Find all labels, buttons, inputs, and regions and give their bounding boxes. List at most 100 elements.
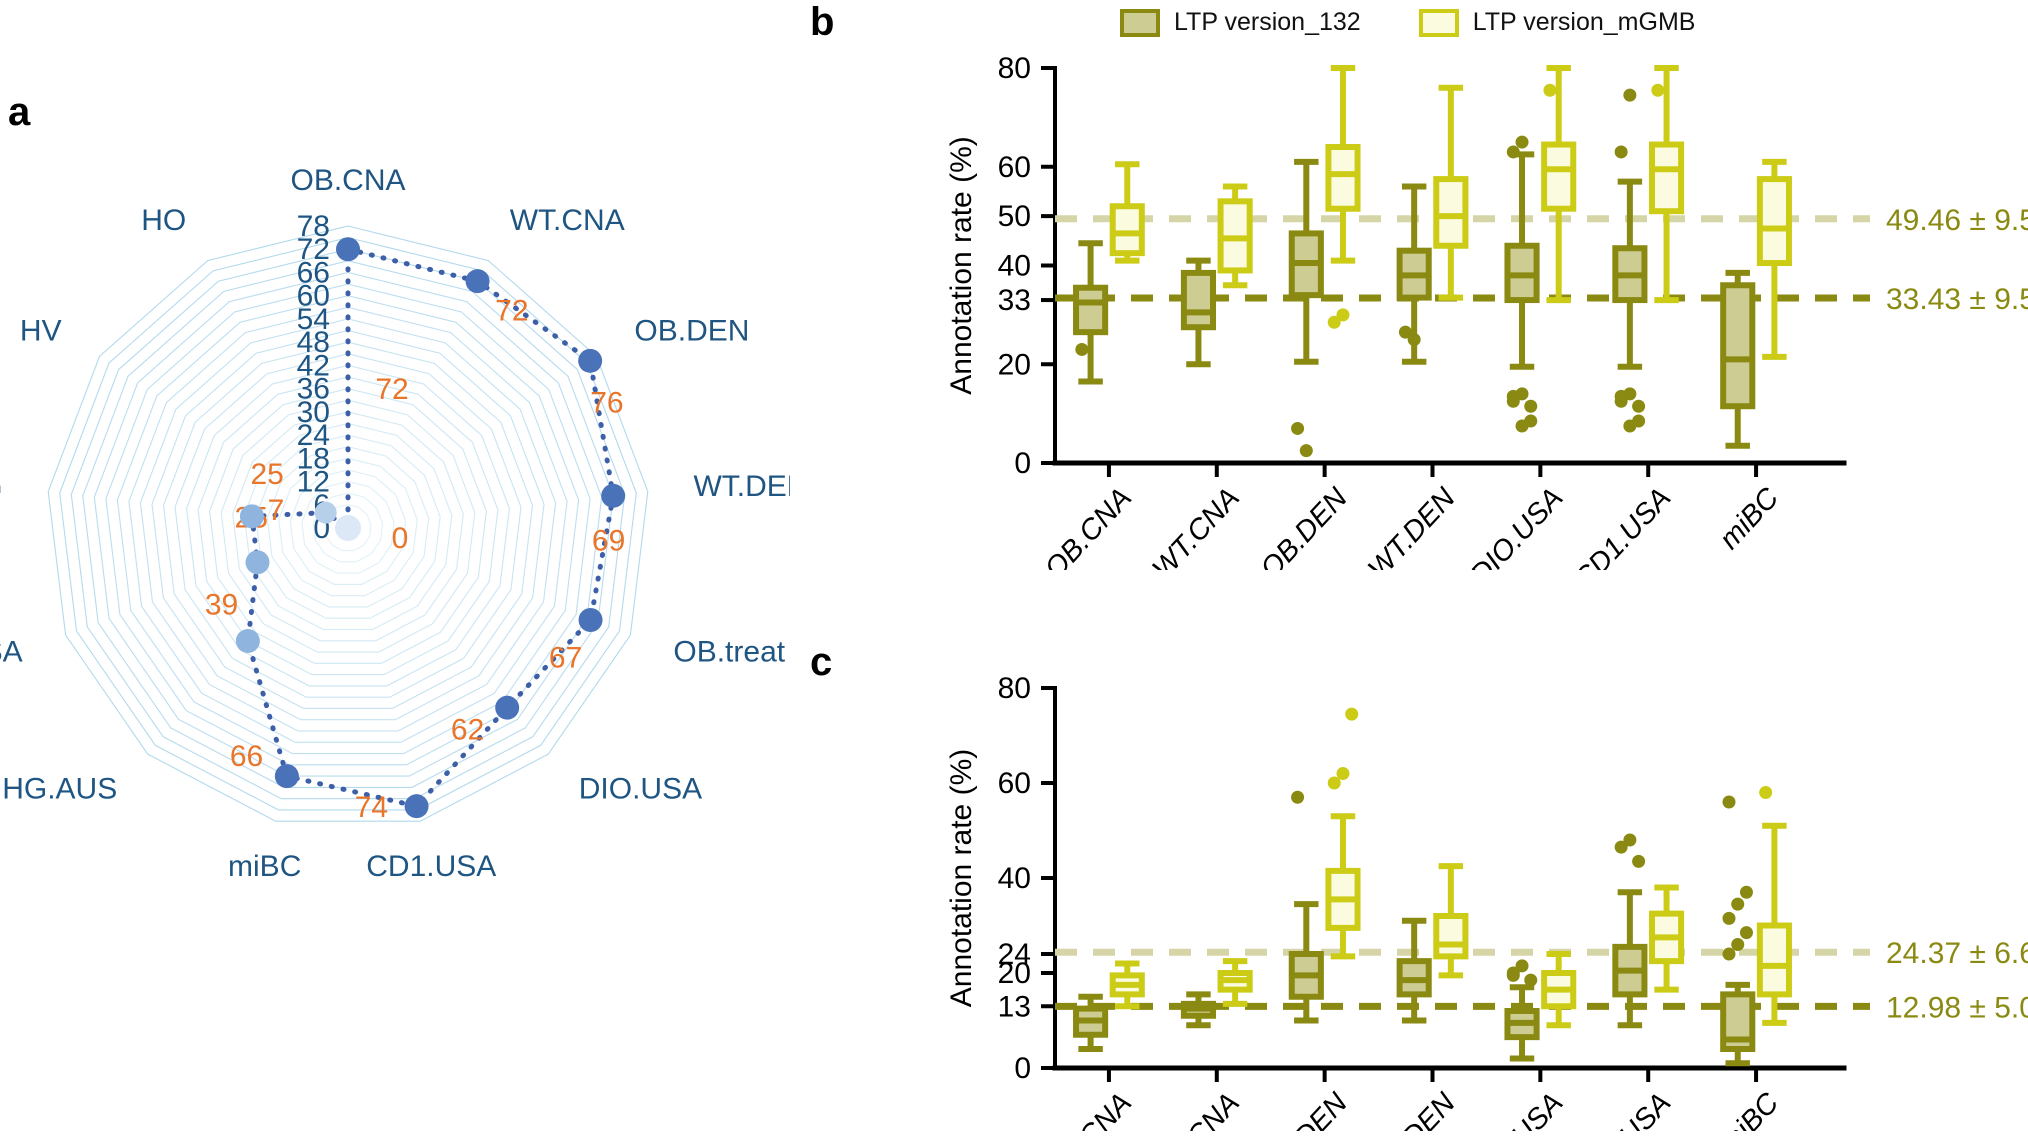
box-LTP-version-132-DIO.USA	[1504, 959, 1540, 1062]
radar-value-HO: 0	[392, 522, 409, 555]
box-LTP-version-mGMB-miBC	[1756, 786, 1792, 1026]
y-tick-60: 60	[998, 151, 1031, 184]
panel-letter-b: b	[810, 0, 835, 44]
panel-letter-c: c	[810, 640, 833, 684]
box-LTP-version-mGMB-miBC	[1756, 158, 1792, 360]
y-tick-60: 60	[998, 767, 1031, 800]
reference-annotation-0: 49.46 ± 9.54%	[1886, 204, 2028, 237]
radar-value-OB.DEN: 76	[590, 387, 623, 420]
y-tick-20: 20	[998, 348, 1031, 381]
legend-label-version-mgmb: LTP version_mGMB	[1472, 8, 1696, 36]
y-tick-40: 40	[998, 250, 1031, 283]
radar-axis-label-miBC: miBC	[228, 850, 301, 883]
legend: LTP version_132 LTP version_mGMB	[1120, 8, 1695, 37]
radar-tick-36: 36	[297, 373, 330, 406]
radar-axis-label-OB.CNA: OB.CNA	[290, 164, 405, 197]
y-tick-80: 80	[998, 672, 1031, 705]
box-LTP-version-mGMB-DIO.USA	[1541, 951, 1577, 1029]
radar-tick-66: 66	[297, 256, 330, 289]
radar-chart-panel: a 06121824303642485460667278OB.CNAWT.CNA…	[0, 0, 790, 1000]
x-tick-label-OB.CNA: OB.CNA	[1039, 482, 1138, 570]
box-LTP-version-mGMB-OB.DEN	[1325, 707, 1361, 960]
box-LTP-version-132-WT.DEN	[1396, 183, 1432, 365]
radar-value-MG: 25	[250, 458, 283, 491]
radar-axis-label-OB.DEN: OB.DEN	[634, 314, 749, 347]
reference-annotation-1: 33.43 ± 9.52%	[1886, 283, 2028, 316]
box-LTP-version-132-miBC	[1720, 795, 1756, 1067]
box-LTP-version-mGMB-OB.CNA	[1109, 161, 1145, 264]
box-LTP-version-mGMB-WT.DEN	[1433, 84, 1469, 301]
radar-point-OB.CNA	[336, 237, 360, 262]
radar-tick-78: 78	[297, 210, 330, 243]
radar-axis-label-WT.CNA: WT.CNA	[510, 204, 625, 237]
radar-tick-54: 54	[297, 303, 330, 336]
x-tick-label-WT.CNA: WT.CNA	[1146, 482, 1246, 570]
box-LTP-version-mGMB-DIO.USA	[1541, 65, 1577, 304]
x-tick-label-OB.CNA: OB.CNA	[1039, 1087, 1138, 1131]
x-tick-label-WT.DEN: WT.DEN	[1362, 482, 1462, 570]
radar-point-HG.AUS	[235, 629, 260, 654]
radar-tick-30: 30	[297, 396, 330, 429]
radar-tick-60: 60	[297, 280, 330, 313]
radar-point-WT.DEN	[601, 483, 626, 508]
radar-svg: 06121824303642485460667278OB.CNAWT.CNAOB…	[0, 164, 790, 883]
box-LTP-version-132-WT.DEN	[1396, 917, 1432, 1024]
x-tick-label-miBC: miBC	[1713, 481, 1785, 555]
box-LTP-version-mGMB-WT.CNA	[1217, 183, 1253, 289]
radar-point-miBC	[274, 764, 299, 789]
radar-value-DIO.USA: 62	[451, 713, 484, 746]
radar-axis-label-WT.DEN: WT.DEN	[693, 470, 790, 503]
legend-swatch-version-132	[1120, 8, 1160, 37]
radar-axis-label-CD1.USA: CD1.USA	[366, 850, 496, 883]
radar-value-HV: 7	[268, 494, 285, 527]
box-LTP-version-mGMB-CD1.USA	[1648, 65, 1685, 304]
radar-tick-24: 24	[297, 419, 330, 452]
legend-item-0: LTP version_132	[1120, 8, 1361, 37]
y-tick-13: 13	[998, 990, 1031, 1023]
x-tick-label-WT.CNA: WT.CNA	[1146, 1087, 1246, 1131]
x-tick-label-DIO.USA: DIO.USA	[1465, 1087, 1570, 1131]
box-LTP-version-132-CD1.USA	[1612, 833, 1648, 1029]
radar-tick-42: 42	[297, 349, 330, 382]
box-LTP-version-132-miBC	[1720, 269, 1756, 449]
panel-letter-a: a	[8, 90, 31, 134]
radar-tick-12: 12	[297, 466, 330, 499]
x-tick-label-miBC: miBC	[1713, 1086, 1785, 1131]
box-LTP-version-132-WT.CNA	[1180, 991, 1217, 1029]
y-tick-20: 20	[998, 957, 1031, 990]
legend-item-1: LTP version_mGMB	[1418, 8, 1696, 37]
box-LTP-version-mGMB-OB.CNA	[1109, 960, 1145, 1010]
radar-point-HG.USA	[245, 550, 270, 575]
radar-point-DIO.USA	[495, 695, 520, 720]
radar-value-HG.AUS: 39	[205, 588, 238, 621]
radar-point-MG	[239, 504, 264, 529]
reference-annotation-1: 12.98 ± 5.07%	[1886, 991, 2028, 1024]
box-LTP-version-132-OB.DEN	[1288, 158, 1324, 458]
x-tick-label-DIO.USA: DIO.USA	[1465, 482, 1570, 570]
radar-value-miBC: 66	[230, 740, 263, 773]
y-tick-0: 0	[1014, 447, 1031, 480]
radar-point-WT.CNA	[465, 269, 490, 294]
x-tick-label-WT.DEN: WT.DEN	[1362, 1087, 1462, 1131]
y-tick-24: 24	[998, 938, 1031, 971]
radar-axis-label-HO: HO	[141, 204, 186, 237]
radar-point-CD1.USA	[404, 794, 429, 819]
radar-point-OB.treat	[578, 607, 603, 632]
x-tick-label-CD1.USA: CD1.USA	[1568, 1087, 1677, 1131]
radar-axis-label-MG: MG	[0, 470, 3, 503]
box-LTP-version-132-CD1.USA	[1612, 88, 1648, 433]
reference-annotation-0: 24.37 ± 6.60%	[1886, 937, 2028, 970]
radar-point-HO	[335, 515, 361, 541]
y-tick-0: 0	[1014, 1052, 1031, 1085]
radar-value-WT.DEN: 69	[592, 525, 625, 558]
box-LTP-version-132-OB.CNA	[1073, 993, 1109, 1052]
box-LTP-version-mGMB-OB.DEN	[1325, 65, 1361, 329]
box-LTP-version-132-WT.CNA	[1180, 257, 1217, 368]
box-LTP-version-mGMB-CD1.USA	[1648, 884, 1685, 993]
radar-value-WT.CNA: 72	[495, 294, 528, 327]
radar-value-OB.treat: 67	[549, 642, 582, 675]
radar-tick-48: 48	[297, 326, 330, 359]
radar-axis-label-HV: HV	[20, 314, 62, 347]
